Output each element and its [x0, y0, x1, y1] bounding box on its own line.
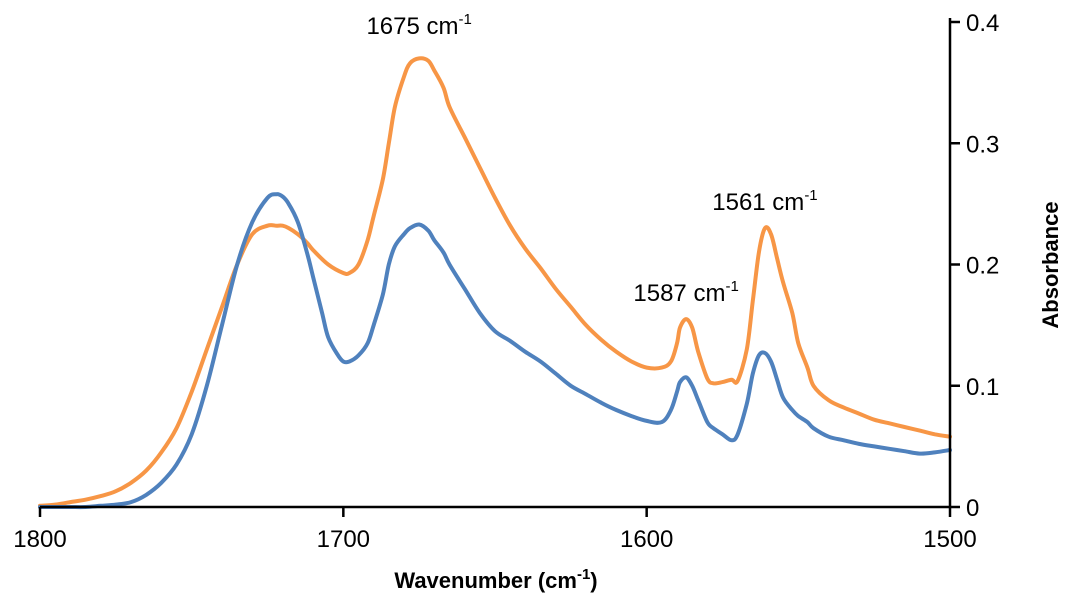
x-tick-label: 1500 [923, 526, 976, 553]
series-line-2 [38, 192, 952, 510]
y-axis-title: Absorbance [1038, 201, 1063, 328]
y-tick-label: 0.3 [966, 131, 999, 158]
axes-layer [38, 18, 960, 517]
x-tick-label: 1800 [13, 526, 66, 553]
series-layer [38, 56, 952, 510]
y-tick-label: 0.2 [966, 253, 999, 280]
x-tick-label: 1600 [620, 526, 673, 553]
y-tick-label: 0.4 [966, 10, 999, 37]
peak-annotation: 1587 cm-1 [633, 278, 738, 307]
y-tick-label: 0.1 [966, 374, 999, 401]
x-tick-label: 1700 [317, 526, 370, 553]
x-axis-title: Wavenumber (cm-1) [394, 566, 597, 593]
peak-annotation: 1561 cm-1 [712, 187, 817, 216]
series-line-1 [38, 56, 952, 508]
labels-layer: 1800 1700 1600 1500 0 0.1 0.2 0.3 0.4 1675 cm-1 15… [13, 10, 999, 553]
peak-annotation: 1675 cm-1 [366, 11, 471, 40]
y-tick-label: 0 [966, 495, 979, 522]
